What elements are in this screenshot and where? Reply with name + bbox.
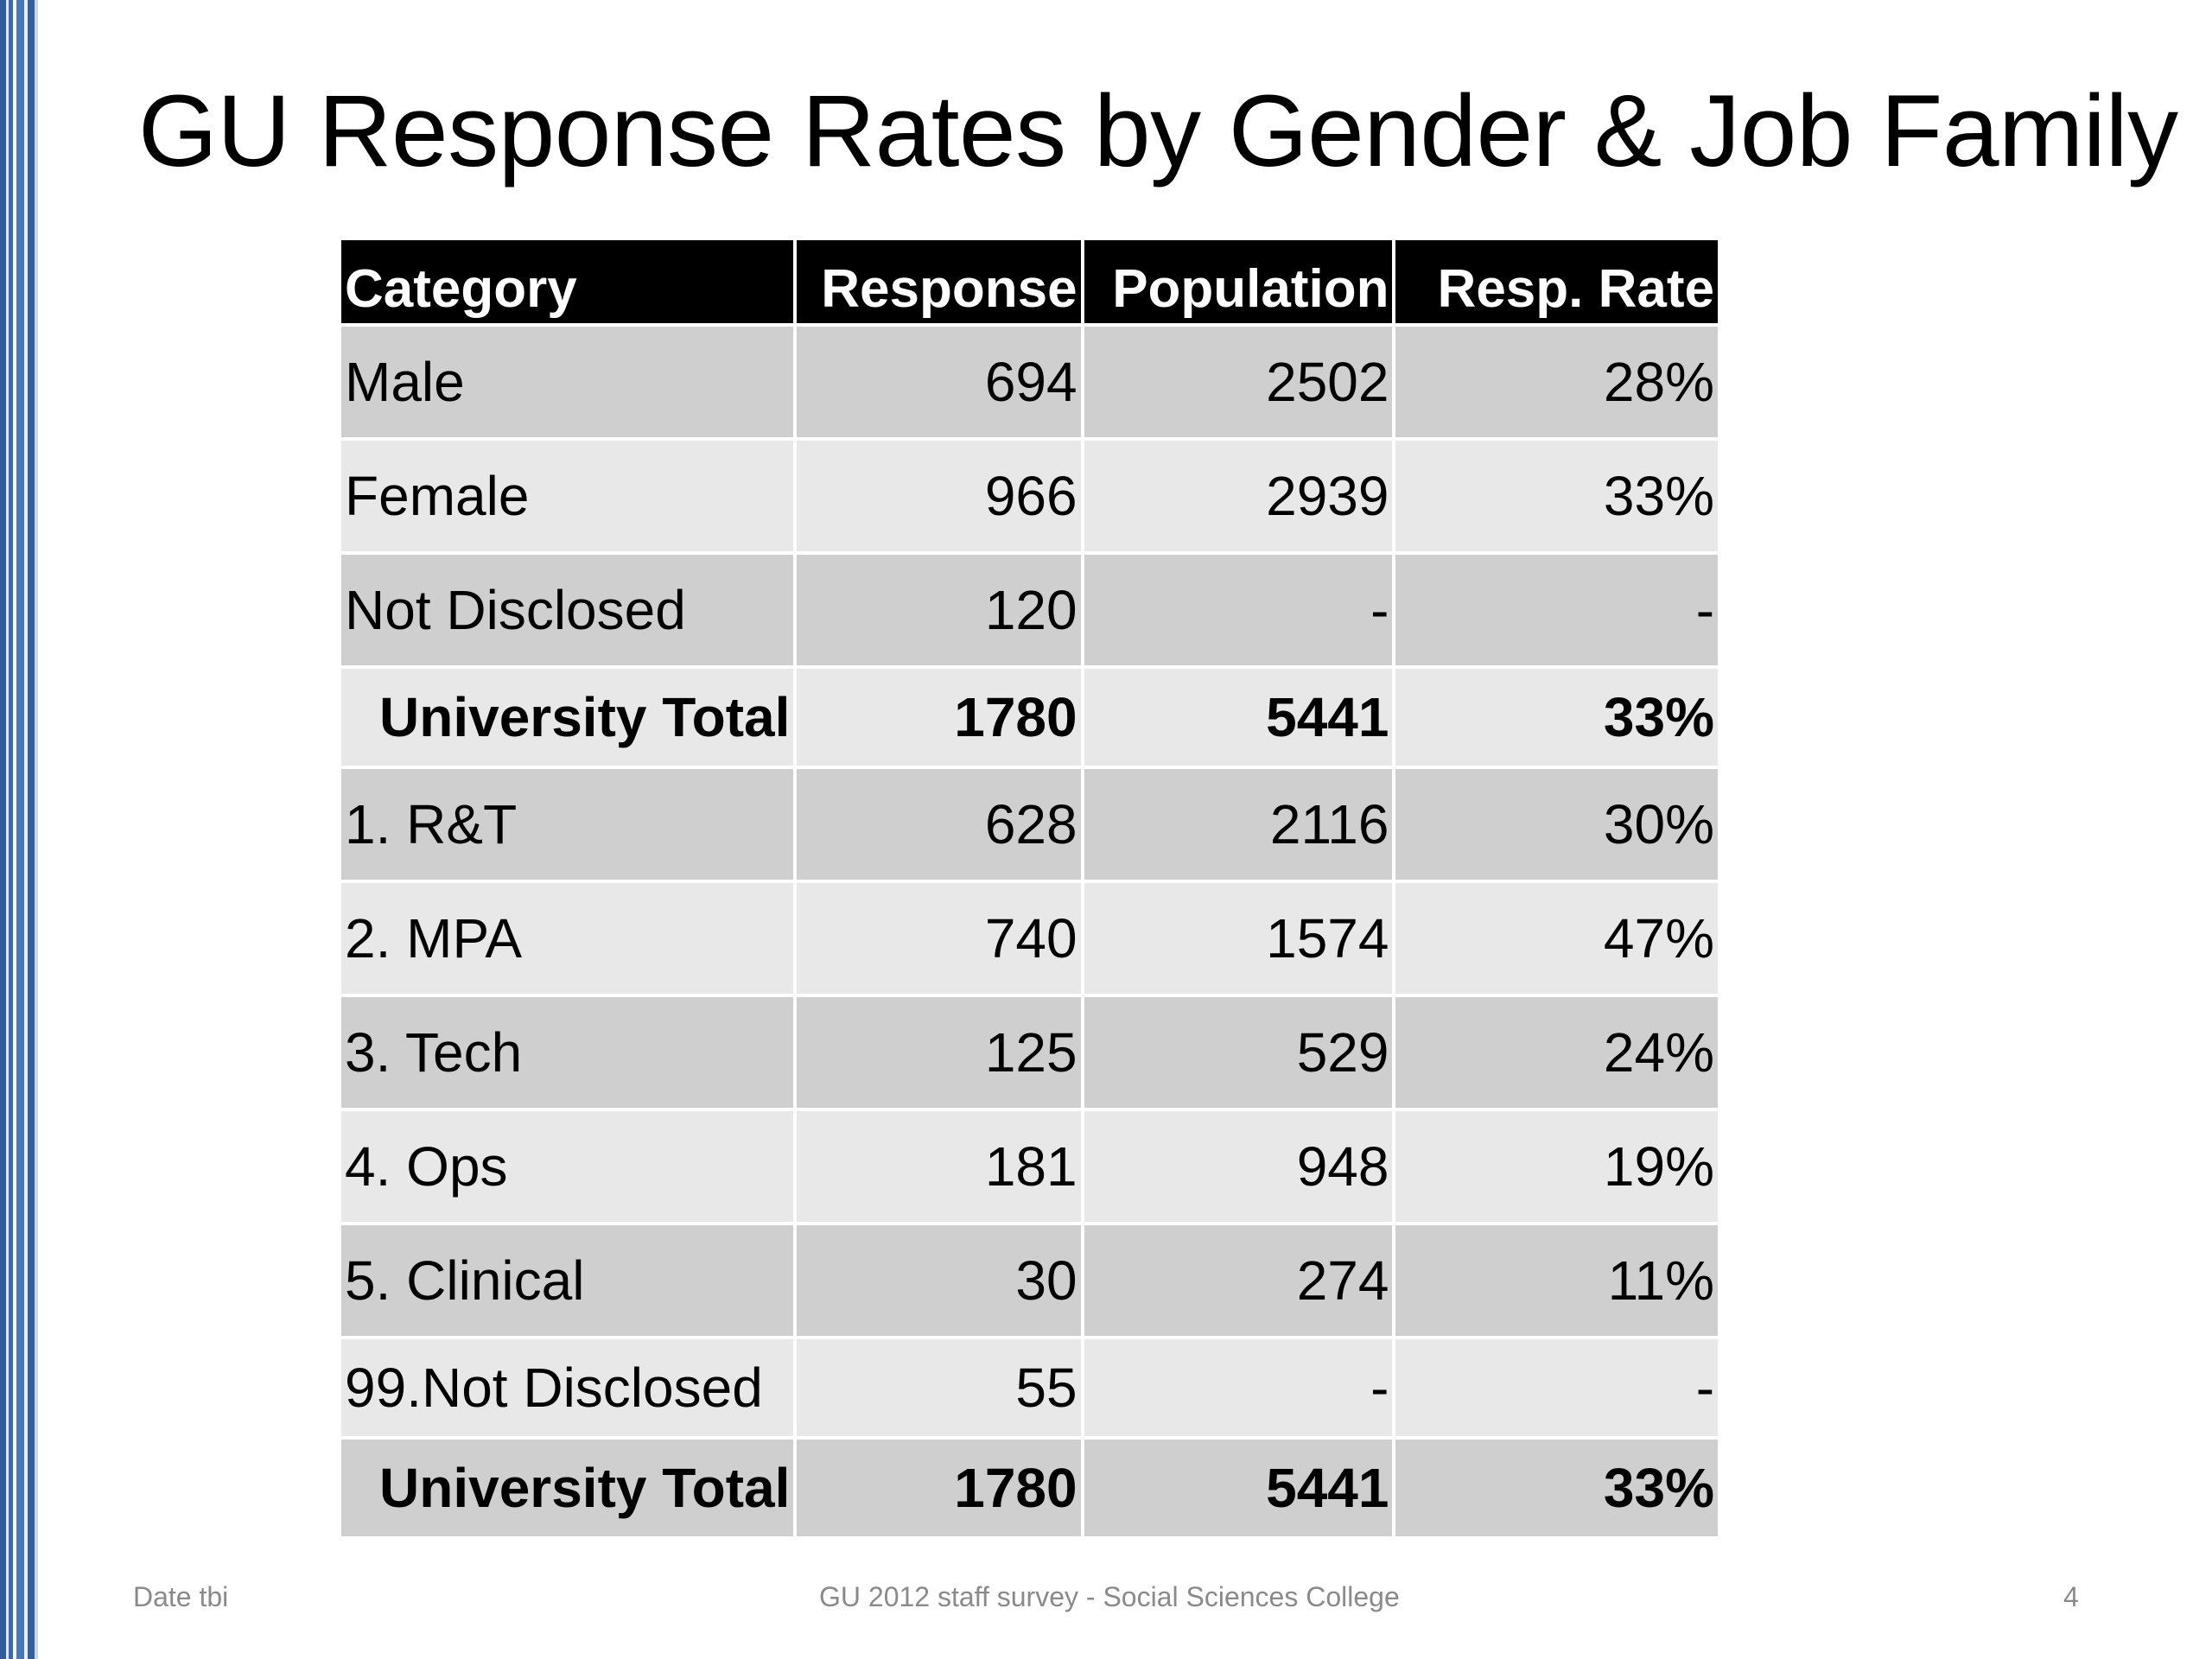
table-row: 3. Tech 125 529 24% [341, 997, 1718, 1108]
cell-response: 125 [797, 997, 1081, 1108]
cell-resp-rate: 19% [1395, 1111, 1718, 1222]
table-row: Female 966 2939 33% [341, 441, 1718, 551]
cell-category: 2. MPA [341, 883, 794, 994]
cell-resp-rate: - [1395, 1339, 1718, 1436]
table-row-total: University Total 1780 5441 33% [341, 1440, 1718, 1536]
cell-response: 181 [797, 1111, 1081, 1222]
cell-population: 529 [1084, 997, 1393, 1108]
cell-resp-rate: 28% [1395, 327, 1718, 437]
slide-title: GU Response Rates by Gender & Job Family [138, 74, 2178, 188]
cell-response: 30 [797, 1225, 1081, 1336]
cell-resp-rate: 30% [1395, 769, 1718, 880]
cell-population: 2939 [1084, 441, 1393, 551]
cell-resp-rate: - [1395, 555, 1718, 665]
cell-population: - [1084, 1339, 1393, 1436]
table-row: 99.Not Disclosed 55 - - [341, 1339, 1718, 1436]
table-header-row: Category Response Population Resp. Rate [341, 240, 1718, 323]
cell-population: 274 [1084, 1225, 1393, 1336]
table-row: 4. Ops 181 948 19% [341, 1111, 1718, 1222]
cell-category: 99.Not Disclosed [341, 1339, 794, 1436]
cell-response: 740 [797, 883, 1081, 994]
footer-date: Date tbi [133, 1581, 229, 1612]
cell-population: 1574 [1084, 883, 1393, 994]
cell-population: 948 [1084, 1111, 1393, 1222]
cell-category: University Total [341, 669, 794, 766]
cell-response: 55 [797, 1339, 1081, 1436]
header-resp-rate: Resp. Rate [1395, 240, 1718, 323]
header-category: Category [341, 240, 794, 323]
cell-resp-rate: 47% [1395, 883, 1718, 994]
cell-category: 3. Tech [341, 997, 794, 1108]
cell-population: - [1084, 555, 1393, 665]
header-response: Response [797, 240, 1081, 323]
table-row-total: University Total 1780 5441 33% [341, 669, 1718, 766]
cell-population: 2116 [1084, 769, 1393, 880]
table-row: 5. Clinical 30 274 11% [341, 1225, 1718, 1336]
table-row: Male 694 2502 28% [341, 327, 1718, 437]
cell-response: 628 [797, 769, 1081, 880]
cell-resp-rate: 24% [1395, 997, 1718, 1108]
table-row: Not Disclosed 120 - - [341, 555, 1718, 665]
cell-response: 694 [797, 327, 1081, 437]
table-row: 1. R&T 628 2116 30% [341, 769, 1718, 880]
left-accent-bar [0, 0, 38, 1659]
cell-category: 5. Clinical [341, 1225, 794, 1336]
cell-population: 2502 [1084, 327, 1393, 437]
cell-category: 4. Ops [341, 1111, 794, 1222]
header-population: Population [1084, 240, 1393, 323]
footer-survey-title: GU 2012 staff survey - Social Sciences C… [819, 1581, 1400, 1612]
response-rates-table: Category Response Population Resp. Rate … [338, 237, 1721, 1540]
cell-category: 1. R&T [341, 769, 794, 880]
table-row: 2. MPA 740 1574 47% [341, 883, 1718, 994]
cell-category: Female [341, 441, 794, 551]
cell-population: 5441 [1084, 669, 1393, 766]
cell-response: 966 [797, 441, 1081, 551]
cell-population: 5441 [1084, 1440, 1393, 1536]
cell-resp-rate: 33% [1395, 669, 1718, 766]
cell-response: 1780 [797, 1440, 1081, 1536]
cell-category: University Total [341, 1440, 794, 1536]
cell-category: Not Disclosed [341, 555, 794, 665]
cell-resp-rate: 11% [1395, 1225, 1718, 1336]
cell-resp-rate: 33% [1395, 1440, 1718, 1536]
cell-resp-rate: 33% [1395, 441, 1718, 551]
footer-page-number: 4 [2063, 1581, 2079, 1612]
cell-response: 120 [797, 555, 1081, 665]
cell-category: Male [341, 327, 794, 437]
cell-response: 1780 [797, 669, 1081, 766]
